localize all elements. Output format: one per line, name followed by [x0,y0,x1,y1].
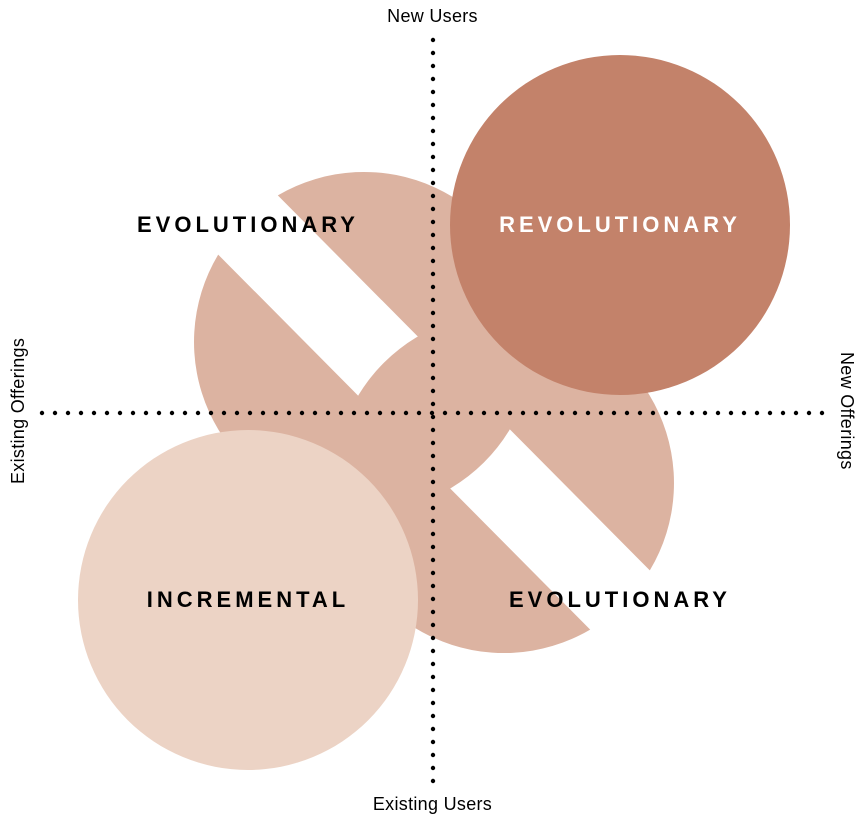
revolutionary-circle [450,55,790,395]
axis-label-top: New Users [0,6,865,27]
diagram-svg [0,0,865,821]
axis-label-right: New Offerings [836,0,857,821]
axis-label-bottom: Existing Users [0,794,865,815]
incremental-circle [78,430,418,770]
axis-label-left: Existing Offerings [8,0,29,821]
quadrant-diagram: New Users Existing Users Existing Offeri… [0,0,865,821]
